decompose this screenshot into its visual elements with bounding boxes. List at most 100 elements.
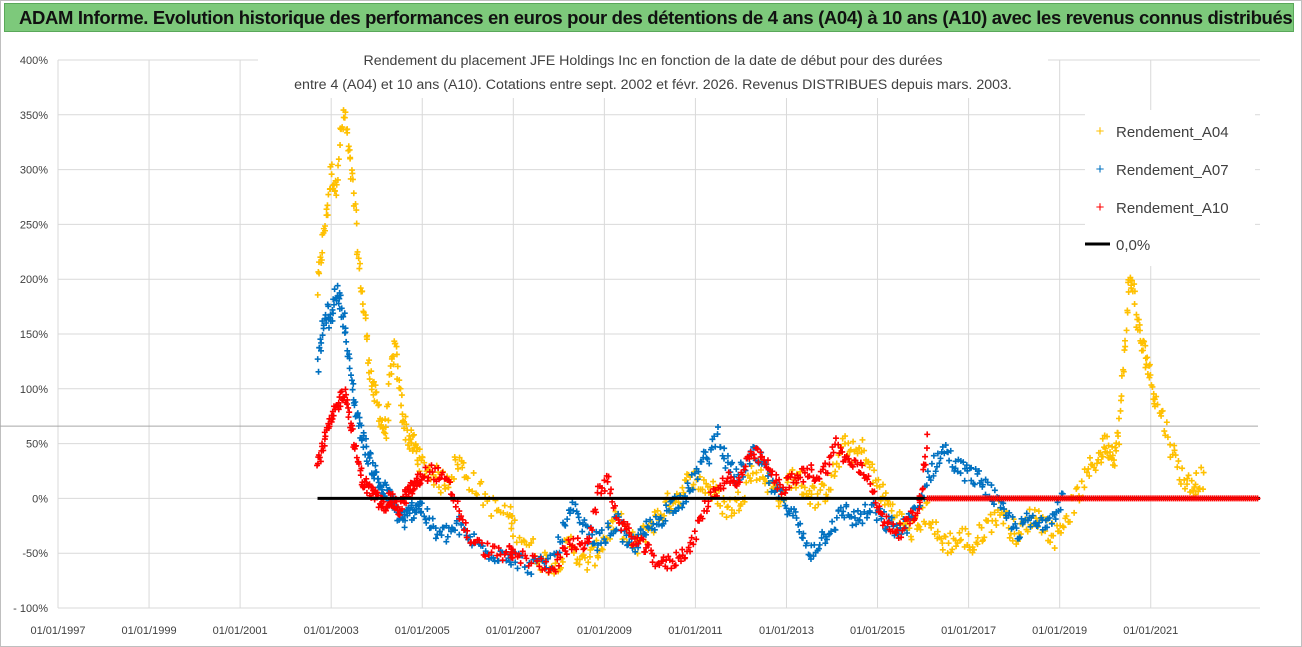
data-point [358,465,365,472]
data-point [721,445,728,452]
data-point [1118,393,1125,400]
data-point [346,365,353,372]
data-point [782,486,789,493]
data-point [765,472,772,479]
data-point [1086,454,1093,461]
data-point [575,514,582,521]
data-point [1009,537,1016,544]
data-point [323,206,330,213]
data-point [1175,458,1182,465]
data-point [320,447,327,454]
data-point [328,171,335,178]
data-point [867,509,874,516]
series-a04-points [314,107,1207,577]
data-point [466,486,473,493]
data-point [927,477,934,484]
data-point [378,421,385,428]
data-point [319,249,326,256]
data-point [788,470,795,477]
data-point [328,161,335,168]
data-point [754,446,761,453]
data-point [459,516,466,523]
data-point [637,527,644,534]
data-point [602,540,609,547]
data-point [624,521,631,528]
data-point [355,460,362,467]
data-point [383,482,390,489]
data-point [482,553,489,560]
data-point [598,484,605,491]
data-point [555,562,562,569]
data-point [643,544,650,551]
data-point [854,461,861,468]
data-point [321,442,328,449]
data-point [676,553,683,560]
data-point [316,454,323,461]
data-point [960,459,967,466]
data-point [428,462,435,469]
data-point [808,491,815,498]
data-point [924,431,931,438]
data-point [904,529,911,536]
data-point [519,548,526,555]
data-point [319,332,326,339]
data-point [957,470,964,477]
data-point [488,512,495,519]
data-point [352,201,359,208]
data-point [672,562,679,569]
data-point [507,503,514,510]
data-point [793,515,800,522]
data-point [699,486,706,493]
data-point [528,539,535,546]
data-point [829,518,836,525]
data-point [650,529,657,536]
data-point [1001,506,1008,513]
data-point [552,560,559,567]
data-point [668,565,675,572]
data-point [690,481,697,488]
data-point [807,500,814,507]
data-point [906,520,913,527]
data-point [536,563,543,570]
data-point [1131,301,1138,308]
data-point [1012,520,1019,527]
data-point [797,520,804,527]
data-point [341,310,348,317]
data-point [586,553,593,560]
data-point [1153,393,1160,400]
data-point [640,536,647,543]
data-point [898,511,905,518]
data-point [720,485,727,492]
data-point [338,388,345,395]
data-point [916,523,923,530]
data-point [688,471,695,478]
data-point [888,514,895,521]
data-point [443,538,450,545]
data-point [574,535,581,542]
data-point [351,402,358,409]
y-tick-label: 100% [20,384,48,396]
data-point [382,430,389,437]
data-point [896,520,903,527]
data-point [1071,509,1078,516]
data-point [930,452,937,459]
data-point [626,539,633,546]
y-tick-label: 400% [20,55,48,67]
data-point [859,436,866,443]
data-point [396,377,403,384]
data-point [521,564,528,571]
data-point [1057,506,1064,513]
data-point [324,212,331,219]
data-point [584,523,591,530]
data-point [1052,516,1059,523]
data-point [856,444,863,451]
legend: + Rendement_A04 + Rendement_A07 + Rendem… [1085,110,1255,266]
data-point [930,472,937,479]
data-point [680,489,687,496]
data-point [580,546,587,553]
data-point [1179,465,1186,472]
data-point [796,528,803,535]
data-point [573,560,580,567]
data-point [854,507,861,514]
